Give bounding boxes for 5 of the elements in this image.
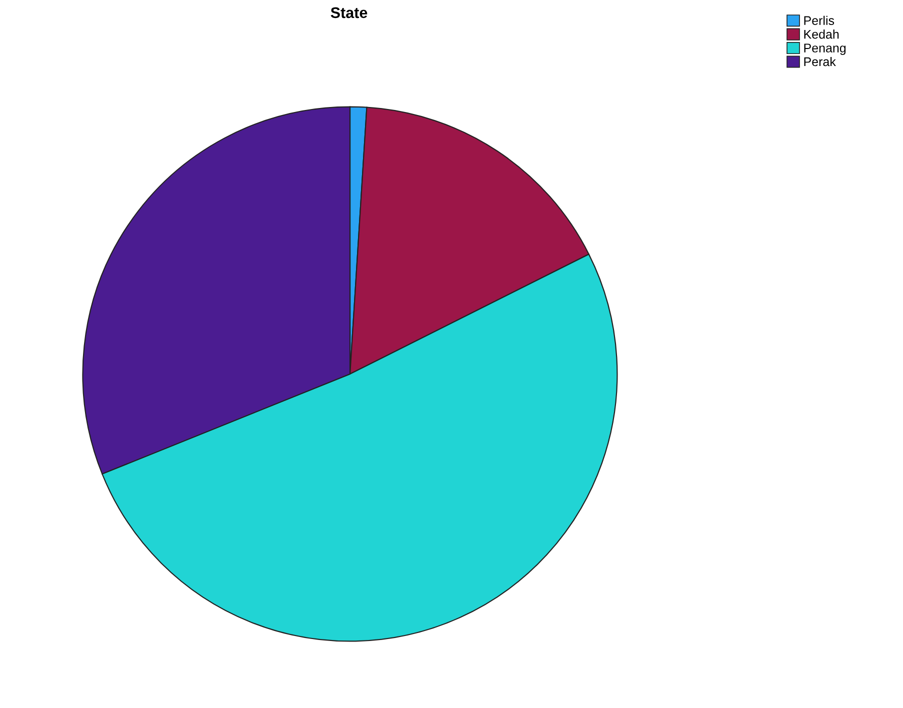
legend-label: Perak <box>804 56 836 66</box>
legend-label: Perlis <box>804 16 834 25</box>
legend-label: Penang <box>804 44 846 55</box>
legend-label: Kedah <box>804 30 839 39</box>
chart-title: State <box>330 7 368 18</box>
